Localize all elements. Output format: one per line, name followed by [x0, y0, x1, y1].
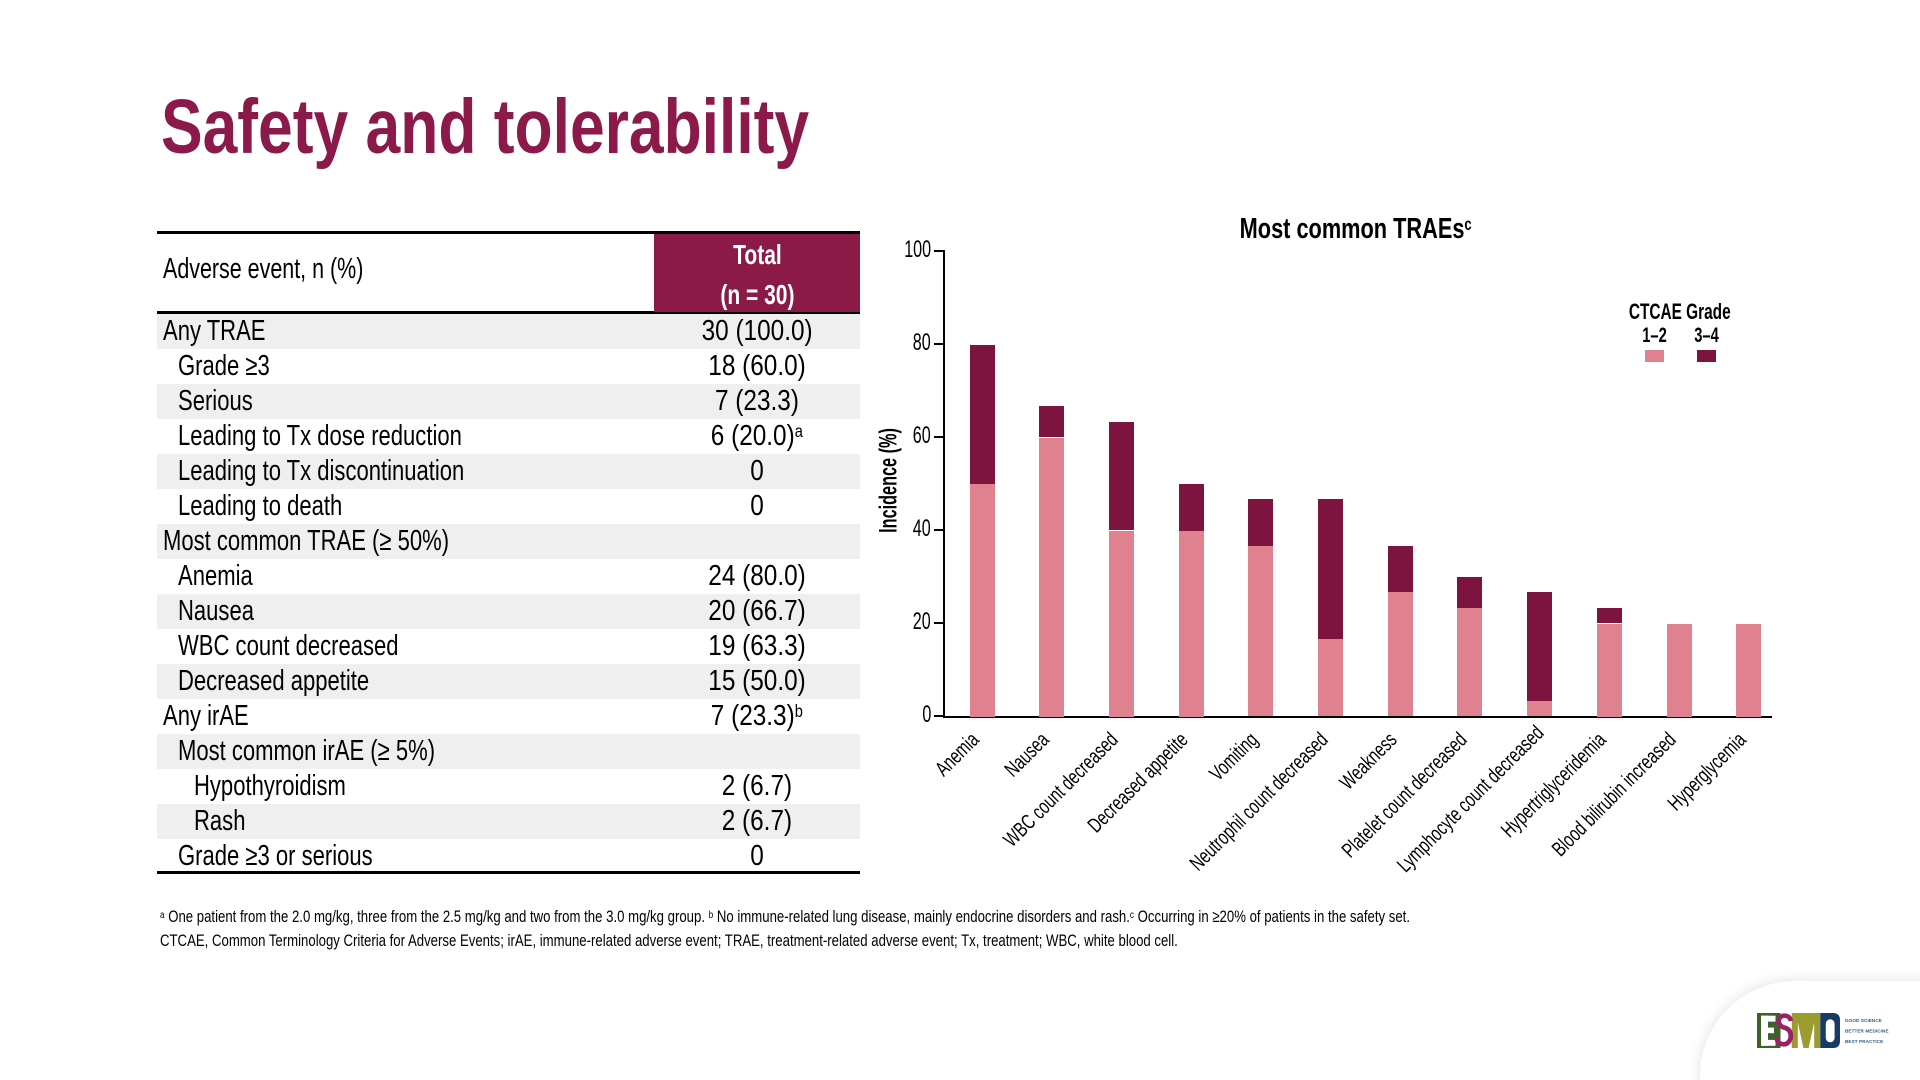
svg-text:BETTER MEDICINE: BETTER MEDICINE — [1845, 1028, 1889, 1033]
svg-text:BEST PRACTICE: BEST PRACTICE — [1845, 1039, 1883, 1044]
svg-text:GOOD SCIENCE: GOOD SCIENCE — [1845, 1018, 1882, 1023]
